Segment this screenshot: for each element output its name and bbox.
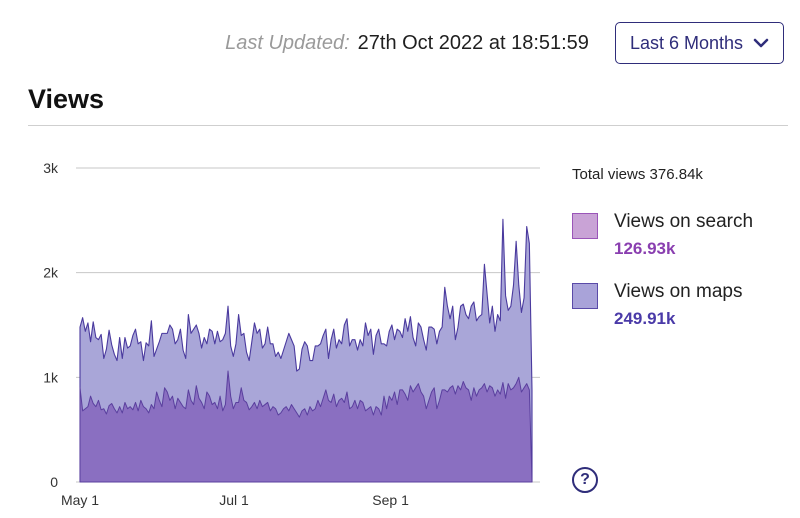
total-views: Total views 376.84k	[572, 166, 792, 183]
chevron-down-icon	[753, 38, 769, 48]
last-updated-value: 27th Oct 2022 at 18:51:59	[357, 31, 589, 54]
chart-legend: Total views 376.84k Views on search 126.…	[572, 166, 792, 351]
total-views-value: 376.84k	[649, 166, 703, 183]
legend-swatch-search	[572, 213, 598, 239]
legend-value-maps: 249.91k	[614, 309, 676, 328]
y-tick-label: 1k	[43, 369, 59, 385]
x-tick-label: Sep 1	[372, 492, 409, 508]
legend-swatch-maps	[572, 283, 598, 309]
header-bar: Last Updated: 27th Oct 2022 at 18:51:59 …	[225, 22, 784, 64]
date-range-dropdown[interactable]: Last 6 Months	[614, 22, 784, 64]
x-tick-label: May 1	[61, 492, 99, 508]
help-icon[interactable]: ?	[572, 467, 598, 493]
legend-value-search: 126.93k	[614, 239, 676, 258]
series-area-search	[79, 370, 533, 483]
legend-item-maps[interactable]: Views on maps 249.91k	[572, 281, 792, 329]
legend-item-search[interactable]: Views on search 126.93k	[572, 211, 792, 259]
y-tick-label: 0	[50, 474, 58, 490]
section-divider	[28, 125, 788, 126]
x-tick-label: Jul 1	[219, 492, 249, 508]
last-updated-label: Last Updated:	[225, 31, 350, 54]
views-area-chart: 0 1k 2k 3k May 1 Jul 1 Sep 1	[43, 160, 540, 508]
date-range-label: Last 6 Months	[629, 32, 743, 53]
section-title: Views	[28, 84, 105, 114]
legend-label-search: Views on search	[614, 211, 754, 232]
legend-label-maps: Views on maps	[614, 281, 743, 302]
y-tick-label: 2k	[43, 265, 59, 281]
total-views-label: Total views	[572, 166, 646, 183]
y-tick-label: 3k	[43, 160, 59, 176]
